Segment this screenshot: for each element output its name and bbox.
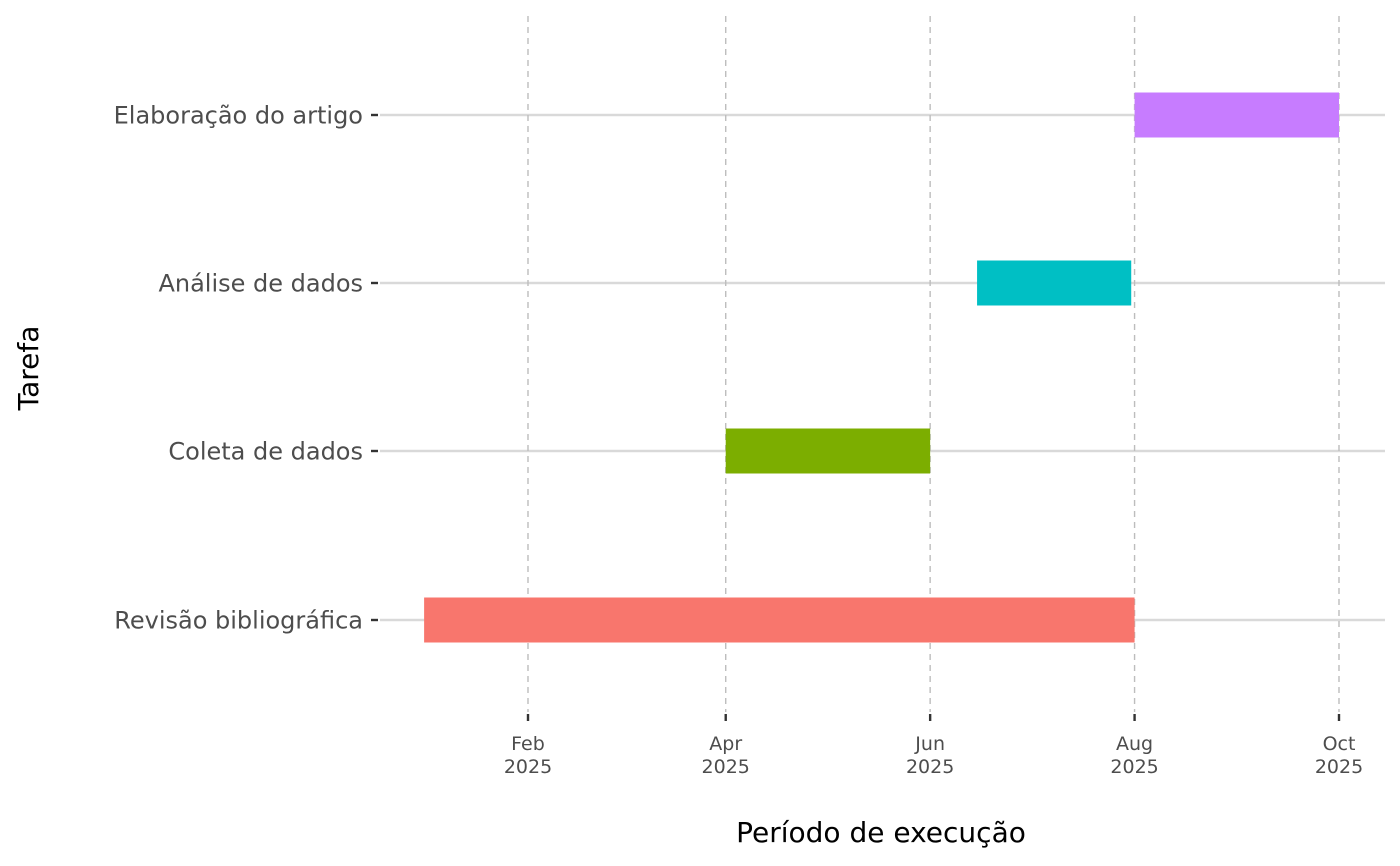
x-axis-title: Período de execução <box>736 816 1026 849</box>
x-tick-label-month: Aug <box>1116 733 1153 755</box>
y-gridlines <box>380 113 1385 622</box>
task-bar <box>1134 92 1339 138</box>
x-tick-label-month: Jun <box>914 733 945 755</box>
x-tick-label-year: 2025 <box>1110 756 1158 778</box>
y-tick-label: Análise de dados <box>158 270 363 298</box>
task-bar <box>725 428 931 474</box>
y-tick-label: Revisão bibliográfica <box>114 607 363 635</box>
x-tick-label-year: 2025 <box>1315 756 1363 778</box>
y-axis-title: Tarefa <box>12 326 45 412</box>
x-tick-label-year: 2025 <box>702 756 750 778</box>
x-tick-label-year: 2025 <box>504 756 552 778</box>
y-tick-label: Elaboração do artigo <box>114 102 363 130</box>
x-tick-label-month: Apr <box>709 733 742 755</box>
task-bar <box>977 260 1132 306</box>
y-tick-label: Coleta de dados <box>168 438 363 466</box>
x-tick-label-month: Feb <box>511 733 545 755</box>
x-tick-label-year: 2025 <box>906 756 954 778</box>
task-bar <box>424 597 1135 643</box>
x-tick-label-month: Oct <box>1323 733 1356 755</box>
task-bars <box>424 92 1339 643</box>
y-axis: Revisão bibliográfica Coleta de dados Anál… <box>114 102 378 635</box>
